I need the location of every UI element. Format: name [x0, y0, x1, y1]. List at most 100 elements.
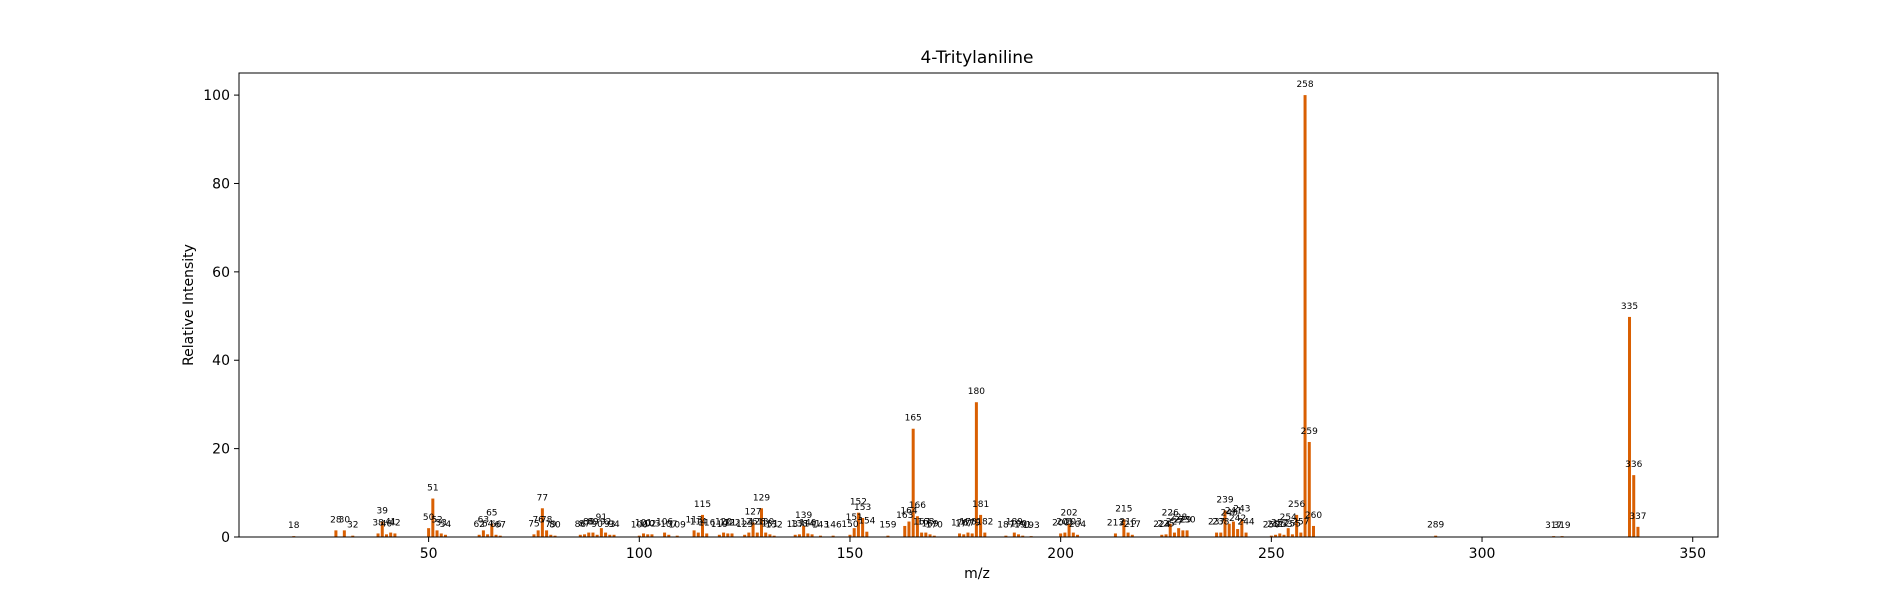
- peak-label-191: 191: [1014, 521, 1031, 531]
- peak-bar-129: [760, 508, 763, 537]
- peak-bar-179: [970, 533, 974, 537]
- peak-bar-204: [1076, 534, 1080, 537]
- peak-bar-64: [486, 534, 490, 537]
- peak-bar-216: [1126, 532, 1130, 537]
- peak-bar-250: [1269, 535, 1273, 537]
- x-tick-label-350: 350: [1679, 546, 1706, 562]
- peak-label-170: 170: [926, 521, 943, 531]
- peak-bar-131: [768, 534, 772, 537]
- peak-bar-166: [915, 516, 919, 537]
- peak-label-254: 254: [1280, 513, 1297, 523]
- peak-bar-167: [920, 532, 924, 537]
- peak-bar-229: [1181, 530, 1185, 537]
- peak-label-77: 77: [537, 493, 548, 503]
- peak-bar-120: [722, 532, 726, 537]
- peak-bar-289: [1434, 535, 1438, 537]
- peak-bar-39: [380, 521, 384, 537]
- peak-bar-132: [772, 535, 776, 537]
- peak-bar-66: [494, 534, 498, 537]
- peak-label-240: 240: [1221, 509, 1238, 519]
- peak-bar-125: [743, 534, 747, 537]
- y-axis-label: Relative Intensity: [181, 244, 197, 366]
- peak-label-213: 213: [1107, 518, 1124, 528]
- peak-label-259: 259: [1301, 427, 1318, 437]
- peak-label-87: 87: [579, 519, 590, 529]
- peak-label-143: 143: [812, 521, 829, 531]
- peak-bar-237: [1215, 532, 1219, 537]
- peak-bar-40: [384, 534, 388, 537]
- peak-bar-114: [696, 532, 700, 537]
- peak-bar-230: [1185, 530, 1189, 537]
- peak-label-163: 163: [896, 511, 913, 521]
- peak-bar-38: [376, 533, 380, 537]
- peak-label-138: 138: [791, 519, 808, 529]
- x-axis: 50 100 150 200 250 300 350: [420, 537, 1706, 562]
- peak-bar-252: [1278, 533, 1282, 537]
- peak-bar-90: [595, 534, 599, 537]
- peak-bar-169: [928, 534, 932, 537]
- peak-bar-217: [1130, 534, 1134, 537]
- peak-label-66: 66: [490, 520, 502, 530]
- peak-bar-228: [1177, 528, 1181, 537]
- peak-label-90: 90: [591, 520, 603, 530]
- peak-bar-113: [692, 530, 696, 537]
- bars-layer: [292, 95, 1640, 537]
- x-axis-label: m/z: [964, 566, 990, 582]
- peak-label-94: 94: [608, 520, 620, 530]
- peak-bar-227: [1172, 532, 1176, 537]
- peak-label-217: 217: [1124, 520, 1141, 530]
- peak-label-229: 229: [1174, 515, 1191, 525]
- peak-label-62: 62: [473, 520, 484, 530]
- y-tick-label-20: 20: [212, 442, 230, 458]
- peak-label-109: 109: [669, 521, 686, 531]
- peak-bar-78: [545, 530, 549, 537]
- peak-label-125: 125: [736, 520, 753, 530]
- peak-label-92: 92: [600, 518, 611, 528]
- peak-bar-213: [1113, 533, 1117, 537]
- peak-label-101: 101: [635, 518, 652, 528]
- peak-bar-62: [477, 534, 481, 537]
- peak-bar-94: [612, 534, 616, 537]
- peak-bar-75: [532, 534, 536, 537]
- peak-label-215: 215: [1115, 504, 1132, 514]
- x-tick-label-300: 300: [1469, 546, 1496, 562]
- peak-bar-181: [979, 514, 983, 537]
- peak-bar-139: [802, 525, 806, 537]
- peak-bar-182: [983, 532, 987, 537]
- peak-bar-88: [587, 532, 591, 537]
- peak-bar-86: [578, 534, 582, 537]
- peak-bar-41: [389, 532, 393, 537]
- peak-bar-153: [861, 518, 865, 537]
- peak-bar-180: [974, 402, 978, 537]
- peak-bar-240: [1227, 523, 1231, 537]
- peak-label-113: 113: [685, 515, 702, 525]
- peak-label-86: 86: [575, 520, 587, 530]
- peak-label-52: 52: [431, 515, 442, 525]
- peak-bar-336: [1632, 475, 1636, 537]
- peak-bar-215: [1122, 519, 1126, 537]
- peak-label-203: 203: [1065, 518, 1082, 528]
- peak-bar-51: [431, 498, 435, 537]
- peak-label-225: 225: [1157, 519, 1174, 529]
- peak-label-335: 335: [1621, 302, 1638, 312]
- peak-label-93: 93: [604, 520, 615, 530]
- peak-bar-256: [1295, 514, 1299, 537]
- peak-bar-103: [650, 534, 654, 537]
- peak-bar-244: [1244, 532, 1248, 537]
- peak-label-200: 200: [1052, 518, 1069, 528]
- peak-bar-50: [427, 528, 431, 537]
- peak-label-237: 237: [1208, 518, 1225, 528]
- peak-bar-159: [886, 535, 890, 537]
- peak-label-256: 256: [1288, 500, 1305, 510]
- peak-label-255: 255: [1284, 519, 1301, 529]
- peak-bar-176: [958, 533, 962, 537]
- peak-label-80: 80: [549, 521, 561, 531]
- chart-title: 4-Tritylaniline: [920, 48, 1033, 68]
- peak-bar-63: [481, 530, 485, 537]
- peak-bar-154: [865, 531, 869, 537]
- peak-label-153: 153: [854, 503, 871, 513]
- peak-bar-126: [747, 532, 751, 537]
- peak-bar-164: [907, 521, 911, 537]
